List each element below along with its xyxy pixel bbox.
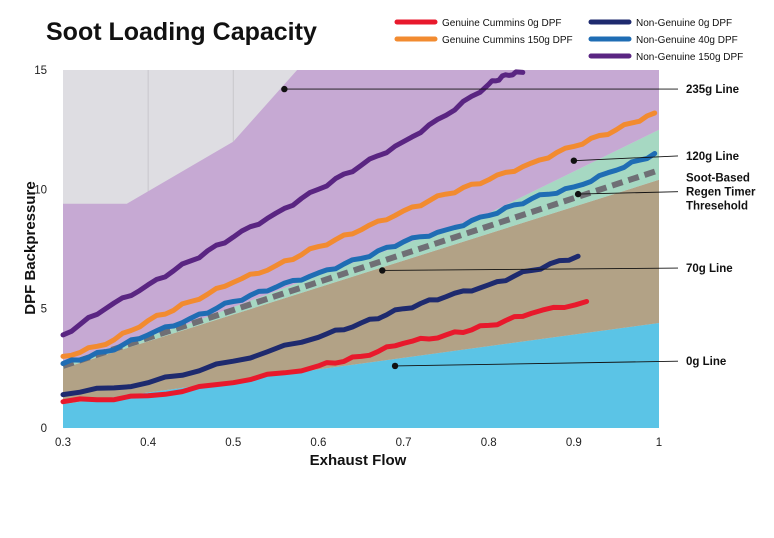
annotation-leader-3: [382, 267, 679, 271]
x-tick-label-2: 0.5: [225, 437, 241, 449]
annotation-dot-3: [379, 267, 386, 274]
annotations: 235g Line 120g Line Soot-Based Regen Timer T…: [281, 84, 756, 370]
annotation-dot-0: [281, 85, 288, 93]
annotation-label-2-2: Thresehold: [686, 201, 748, 213]
legend-label-1: Genuine Cummins 150g DPF: [442, 35, 573, 46]
band-1: [63, 179, 659, 405]
series-line-2: [60, 253, 581, 398]
x-tick-label-5: 0.8: [481, 437, 497, 449]
series-line-0: [60, 299, 590, 405]
x-tick-label-6: 0.9: [566, 437, 582, 449]
x-tick-label-4: 0.7: [396, 437, 412, 449]
annotation-label-2-1: Regen Timer: [686, 187, 756, 199]
plot-area: [60, 69, 660, 428]
annotation-label-1-0: 120g Line: [686, 151, 739, 163]
annotation-label-3-0: 70g Line: [686, 263, 733, 275]
annotation-label-0-0: 235g Line: [686, 84, 739, 96]
annotation-dot-4: [391, 362, 399, 370]
series-line-1: [60, 110, 658, 359]
y-tick-label-3: 15: [34, 65, 47, 77]
legend: Genuine Cummins 0g DPF Genuine Cummins 15…: [394, 18, 743, 63]
band-0: [63, 323, 659, 428]
annotation-leader-2: [578, 191, 679, 195]
legend-label-3: Non-Genuine 40g DPF: [636, 35, 738, 46]
x-axis-label: Exhaust Flow: [310, 452, 407, 469]
annotation-dot-2: [574, 190, 582, 198]
x-tick-label-1: 0.4: [140, 437, 157, 449]
legend-label-0: Genuine Cummins 0g DPF: [442, 18, 562, 29]
legend-label-2: Non-Genuine 0g DPF: [636, 18, 732, 29]
annotation-leader-1: [573, 155, 679, 162]
chart-title: Soot Loading Capacity: [46, 18, 317, 46]
x-tick-label-7: 1: [656, 437, 662, 449]
legend-label-4: Non-Genuine 150g DPF: [636, 52, 743, 63]
series-line-3: [60, 151, 658, 367]
annotation-leader-4: [395, 360, 679, 367]
y-tick-label-1: 5: [41, 304, 47, 316]
y-tick-label-2: 10: [34, 184, 47, 196]
series-line-4: [60, 69, 526, 338]
y-tick-label-0: 0: [41, 423, 47, 435]
x-tick-label-0: 0.3: [55, 437, 71, 449]
y-axis-label: DPF Backpressure: [22, 181, 39, 314]
x-tick-label-3: 0.6: [310, 437, 326, 449]
threshold-line: [62, 167, 660, 369]
annotation-label-2-0: Soot-Based: [686, 173, 750, 185]
annotation-dot-1: [570, 157, 578, 164]
annotation-label-4-0: 0g Line: [686, 356, 726, 368]
